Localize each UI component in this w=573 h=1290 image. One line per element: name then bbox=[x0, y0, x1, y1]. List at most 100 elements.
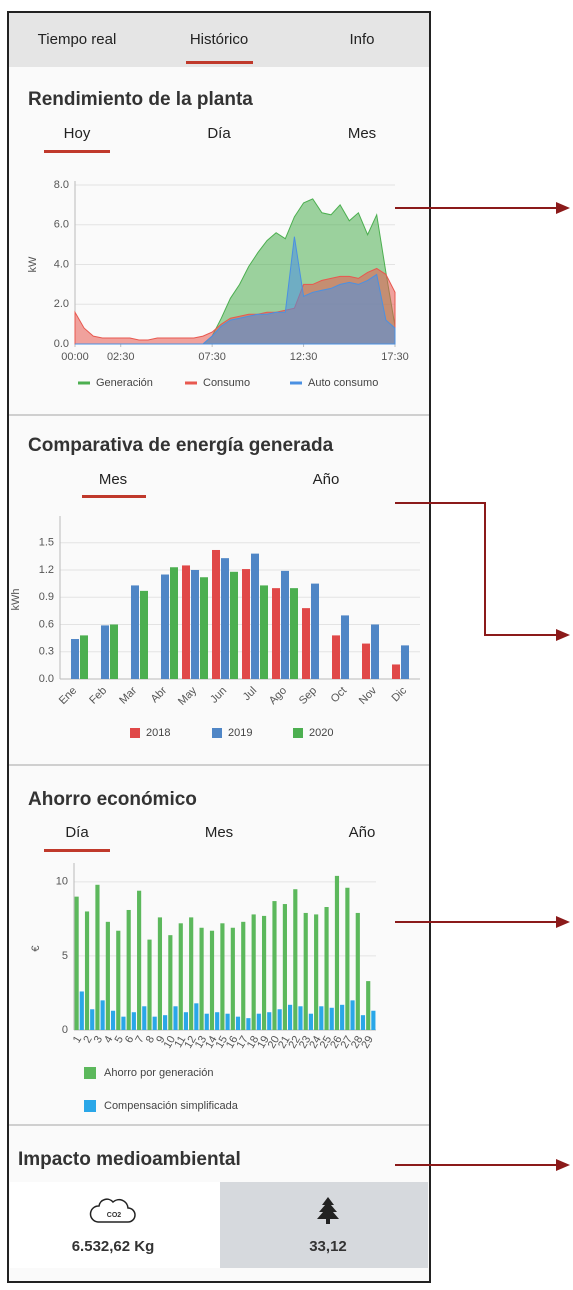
bar bbox=[332, 635, 340, 679]
y-tick-label: 1.2 bbox=[39, 564, 54, 576]
bar bbox=[191, 569, 199, 679]
bar bbox=[116, 930, 121, 1030]
bar bbox=[71, 639, 79, 679]
x-tick-label: 2 bbox=[81, 1034, 94, 1045]
tab-indicator bbox=[186, 61, 253, 64]
y-axis-label: kW bbox=[27, 256, 39, 273]
bar bbox=[290, 588, 298, 679]
tab-bar bbox=[9, 13, 429, 67]
bar bbox=[131, 1012, 136, 1030]
bar bbox=[183, 1012, 189, 1030]
bar bbox=[401, 645, 409, 679]
bar bbox=[256, 1013, 261, 1030]
bar bbox=[131, 585, 139, 679]
subtab[interactable]: Mes bbox=[205, 824, 233, 841]
bar bbox=[163, 1015, 168, 1030]
bar bbox=[79, 991, 84, 1030]
x-tick-label: 18 bbox=[245, 1034, 262, 1051]
bar bbox=[366, 981, 371, 1030]
y-tick-label: 0.9 bbox=[39, 591, 54, 603]
bar bbox=[110, 1010, 116, 1030]
legend-label: Compensación simplificada bbox=[104, 1100, 239, 1112]
arrowhead bbox=[556, 1159, 570, 1171]
subtab[interactable]: Año bbox=[349, 824, 376, 841]
legend-label: Auto consumo bbox=[308, 377, 378, 389]
x-tick-label: 1 bbox=[71, 1034, 84, 1045]
bar bbox=[95, 884, 100, 1030]
bar bbox=[209, 930, 215, 1030]
bar bbox=[137, 890, 142, 1030]
y-tick-label: 4.0 bbox=[54, 258, 69, 270]
bar bbox=[281, 570, 289, 679]
x-tick-label: 12:30 bbox=[290, 351, 318, 363]
tab[interactable]: Info bbox=[349, 31, 374, 48]
x-tick-label: 12 bbox=[182, 1034, 199, 1051]
bar bbox=[371, 1010, 376, 1030]
bar bbox=[360, 1015, 366, 1030]
legend-swatch bbox=[84, 1067, 96, 1079]
section-title: Comparativa de energía generada bbox=[28, 435, 334, 456]
bar bbox=[204, 1013, 209, 1030]
bar bbox=[173, 1006, 178, 1030]
tree-icon bbox=[317, 1197, 339, 1224]
x-tick-label: 27 bbox=[339, 1034, 356, 1051]
tab[interactable]: Tiempo real bbox=[38, 31, 117, 48]
subtab[interactable]: Año bbox=[313, 471, 340, 488]
bar bbox=[182, 565, 190, 679]
bar bbox=[189, 917, 194, 1030]
x-tick-label: 11 bbox=[172, 1034, 188, 1050]
x-tick-label: 23 bbox=[297, 1034, 314, 1051]
x-tick-label: 15 bbox=[214, 1034, 231, 1051]
y-tick-label: 1.5 bbox=[39, 537, 54, 549]
subtab[interactable]: Día bbox=[65, 824, 89, 841]
bar bbox=[314, 914, 319, 1030]
x-tick-label: 07:30 bbox=[198, 351, 226, 363]
bar bbox=[74, 896, 79, 1030]
bar bbox=[170, 567, 178, 679]
bar bbox=[142, 1006, 147, 1030]
x-tick-label: 7 bbox=[133, 1034, 146, 1045]
x-tick-label: 19 bbox=[255, 1034, 272, 1051]
x-tick-label: 24 bbox=[307, 1034, 324, 1051]
arrowheads bbox=[556, 202, 570, 1171]
x-tick-label: 14 bbox=[203, 1034, 220, 1051]
bar bbox=[251, 553, 259, 679]
subtab[interactable]: Día bbox=[207, 125, 231, 142]
bar bbox=[261, 915, 267, 1030]
subtab-indicator bbox=[44, 150, 110, 153]
tab[interactable]: Histórico bbox=[190, 31, 248, 48]
bar bbox=[303, 912, 308, 1030]
bar bbox=[100, 1000, 105, 1030]
legend-swatch bbox=[293, 728, 303, 738]
x-tick-label: 25 bbox=[318, 1034, 335, 1051]
cloud-icon bbox=[89, 1198, 136, 1223]
y-tick-label: 6.0 bbox=[54, 219, 69, 231]
section-title: Ahorro económico bbox=[28, 789, 197, 810]
y-tick-label: 0.0 bbox=[54, 338, 69, 350]
x-tick-label: 17:30 bbox=[381, 351, 409, 363]
bar bbox=[84, 911, 90, 1030]
legend-swatch bbox=[212, 728, 222, 738]
x-tick-label: 17 bbox=[234, 1034, 251, 1051]
bar bbox=[340, 1004, 345, 1030]
bar bbox=[110, 624, 118, 679]
bar bbox=[355, 912, 360, 1030]
impact-card bbox=[10, 1182, 220, 1268]
subtab-indicator bbox=[44, 849, 110, 852]
subtab[interactable]: Hoy bbox=[64, 125, 91, 142]
y-tick-label: 10 bbox=[56, 876, 68, 888]
bar bbox=[230, 927, 235, 1030]
bar bbox=[147, 939, 152, 1030]
bar bbox=[308, 1013, 313, 1030]
subtab[interactable]: Mes bbox=[348, 125, 376, 142]
y-axis-label: € bbox=[30, 945, 42, 951]
x-tick-label: 13 bbox=[193, 1034, 210, 1051]
y-tick-label: 0.0 bbox=[39, 673, 54, 685]
bar bbox=[101, 625, 109, 679]
bar bbox=[341, 615, 349, 679]
x-tick-label: 3 bbox=[92, 1034, 105, 1045]
bar bbox=[267, 1012, 272, 1030]
subtab[interactable]: Mes bbox=[99, 471, 127, 488]
area bbox=[75, 236, 396, 345]
